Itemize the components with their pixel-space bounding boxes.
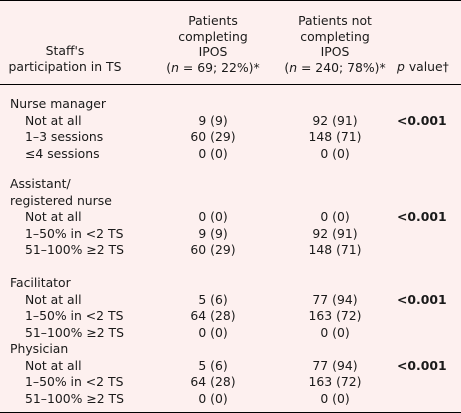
row-label: 1–50% in <2 TS [25,374,124,389]
cell-not-completing: 77 (94) [312,357,358,373]
header-rule [0,84,461,85]
cell-not-completing: 148 (71) [308,242,362,257]
group-title: Physician [10,341,69,356]
cell-not-completing: 0 (0) [320,145,350,161]
cell-not-completing: 92 (91) [312,225,358,241]
cell-completing: 0 (0) [198,324,228,340]
row-label: Not at all [25,112,82,128]
cell-completing: 0 (0) [198,390,228,406]
cell-completing: 60 (29) [190,242,236,257]
header-completing-line2: completing [178,28,248,44]
header-completing: Patients completing IPOS (n = 69; 22%)* [148,13,278,75]
header-not-completing: Patients not completing IPOS (n = 240; 7… [270,13,400,75]
group-title: Assistant/ [10,176,71,191]
row-label: 1–3 sessions [25,129,104,144]
p-value: <0.001 [397,357,447,373]
header-not-completing-line2: completing [300,28,370,44]
row-label: 1–50% in <2 TS [25,225,124,241]
cell-not-completing: 92 (91) [312,112,358,128]
cell-not-completing: 163 (72) [308,374,362,389]
group-title: Nurse manager [10,96,106,111]
cell-completing: 9 (9) [198,112,228,128]
cell-completing: 5 (6) [198,357,228,373]
cell-not-completing: 148 (71) [308,129,362,144]
header-col1: Staff's participation in TS [0,43,130,74]
row-label: 51–100% ≥2 TS [25,390,124,406]
cell-not-completing: 0 (0) [320,324,350,340]
p-value: <0.001 [397,291,447,307]
cell-completing: 5 (6) [198,291,228,307]
row-label: Not at all [25,357,82,373]
header-not-completing-line1: Patients not [298,13,372,28]
row-label: 1–50% in <2 TS [25,308,124,323]
p-value: <0.001 [397,112,447,128]
cell-completing: 0 (0) [198,145,228,161]
cell-not-completing: 0 (0) [320,390,350,406]
top-rule [0,0,461,1]
group-title: Facilitator [10,275,71,290]
cell-not-completing: 163 (72) [308,308,362,323]
row-label: 51–100% ≥2 TS [25,324,124,340]
header-completing-line1: Patients [188,13,238,28]
header-pvalue: p value† [397,59,449,74]
row-label: Not at all [25,291,82,307]
cell-completing: 0 (0) [198,209,228,224]
cell-completing: 9 (9) [198,225,228,241]
header-not-completing-line3: IPOS [320,44,350,59]
header-completing-line3: IPOS [198,44,228,59]
p-value: <0.001 [397,209,447,224]
group-title: registered nurse [10,192,112,208]
row-label: Not at all [25,209,82,224]
header-col1-line2: participation in TS [8,58,122,74]
cell-completing: 64 (28) [190,308,236,323]
cell-completing: 64 (28) [190,374,236,389]
header-completing-n: (n = 69; 22%)* [166,59,260,75]
header-col1-line1: Staff's [45,43,85,58]
cell-not-completing: 0 (0) [320,209,350,224]
row-label: 51–100% ≥2 TS [25,242,124,257]
cell-not-completing: 77 (94) [312,291,358,307]
cell-completing: 60 (29) [190,129,236,144]
row-label: ≤4 sessions [25,145,100,161]
header-not-completing-n: (n = 240; 78%)* [284,59,386,75]
